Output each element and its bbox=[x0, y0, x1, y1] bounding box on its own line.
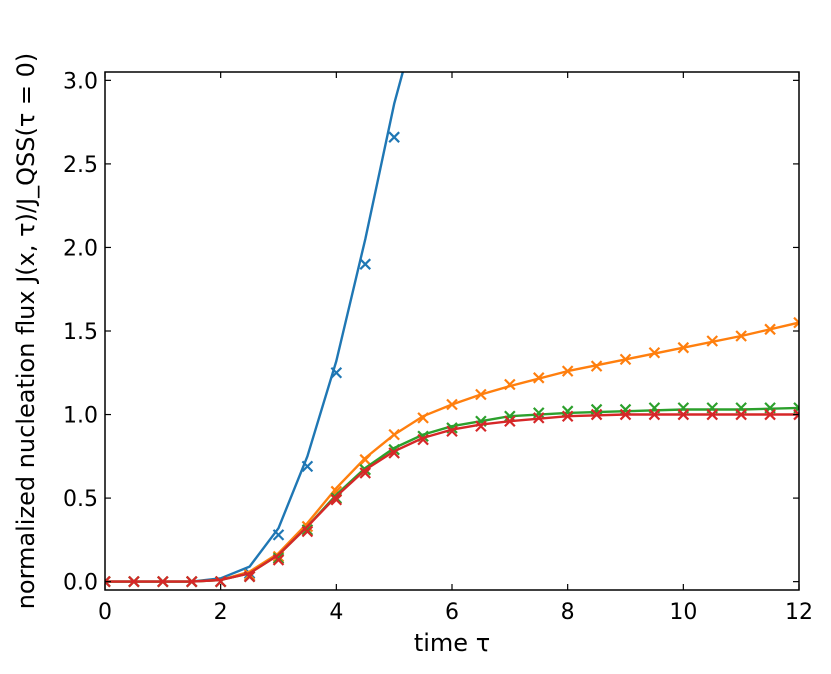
x-tick-label: 10 bbox=[669, 600, 697, 625]
data-point-marker bbox=[561, 405, 574, 417]
data-point-marker bbox=[272, 552, 285, 565]
data-point-marker bbox=[417, 412, 429, 424]
ticks-layer: 0 2 4 6 8 10 12 0.0 0.5 1.0 1.5 2.0 2.5 3.0 bbox=[63, 69, 813, 625]
data-point-marker bbox=[105, 575, 111, 588]
x-tick-label: 8 bbox=[561, 600, 575, 625]
y-tick-label: 2.0 bbox=[63, 236, 98, 261]
data-point-marker bbox=[301, 460, 314, 473]
y-tick-label: 3.0 bbox=[63, 69, 98, 94]
y-tick-label: 1.0 bbox=[63, 404, 98, 429]
x-tick-label: 2 bbox=[214, 600, 228, 625]
data-point-marker bbox=[504, 378, 516, 391]
x-tick-label: 4 bbox=[329, 600, 343, 625]
data-point-marker bbox=[619, 353, 632, 366]
data-point-marker bbox=[128, 575, 140, 588]
data-point-marker bbox=[619, 408, 632, 421]
data-point-marker bbox=[764, 323, 776, 336]
series-group bbox=[105, 72, 404, 588]
data-point-marker bbox=[590, 408, 603, 421]
data-point-marker bbox=[677, 408, 690, 421]
y-tick-label: 0.0 bbox=[63, 571, 98, 596]
data-point-marker bbox=[706, 335, 719, 347]
data-point-marker bbox=[301, 524, 314, 536]
x-tick-label: 6 bbox=[445, 600, 459, 625]
series-layer bbox=[105, 72, 799, 588]
data-point-marker bbox=[301, 525, 314, 538]
data-point-marker bbox=[446, 425, 458, 438]
data-point-marker bbox=[388, 447, 400, 459]
x-axis-label: time τ bbox=[414, 629, 490, 657]
data-point-marker bbox=[504, 415, 516, 428]
data-point-marker bbox=[475, 420, 487, 433]
data-point-marker bbox=[388, 131, 400, 143]
data-point-marker bbox=[243, 570, 256, 583]
data-point-marker bbox=[532, 407, 545, 419]
data-point-marker bbox=[272, 554, 285, 566]
data-point-marker bbox=[272, 529, 285, 541]
data-point-marker bbox=[504, 410, 516, 422]
data-point-marker bbox=[330, 493, 343, 506]
data-point-marker bbox=[764, 408, 776, 421]
data-point-marker bbox=[735, 408, 747, 421]
y-tick-label: 0.5 bbox=[63, 487, 98, 512]
series-line bbox=[105, 406, 799, 583]
data-point-marker bbox=[157, 575, 169, 588]
series-group bbox=[105, 316, 799, 588]
data-point-marker bbox=[388, 428, 400, 441]
data-point-marker bbox=[359, 453, 372, 466]
data-point-marker bbox=[214, 575, 227, 588]
series-line bbox=[105, 321, 799, 583]
y-tick-label: 2.5 bbox=[63, 153, 98, 178]
series-line bbox=[105, 413, 799, 583]
x-tick-label: 0 bbox=[98, 600, 112, 625]
series-group bbox=[105, 408, 799, 588]
data-point-marker bbox=[793, 408, 799, 421]
data-point-marker bbox=[793, 316, 799, 329]
data-point-marker bbox=[446, 398, 458, 411]
y-axis-label: normalized nucleation flux J(x, τ)/J_QSS… bbox=[12, 53, 40, 610]
data-point-marker bbox=[590, 403, 603, 416]
data-point-marker bbox=[417, 433, 429, 446]
series-line bbox=[105, 72, 404, 583]
data-point-marker bbox=[532, 412, 545, 424]
data-point-marker bbox=[359, 467, 372, 479]
data-point-marker bbox=[619, 403, 632, 416]
data-point-marker bbox=[359, 258, 372, 270]
data-point-marker bbox=[475, 388, 487, 401]
data-point-marker bbox=[735, 330, 747, 342]
plot-frame bbox=[104, 71, 800, 591]
data-point-marker bbox=[706, 408, 719, 421]
data-point-marker bbox=[185, 575, 198, 588]
data-point-marker bbox=[590, 360, 603, 372]
y-tick-label: 1.5 bbox=[63, 320, 98, 345]
x-tick-label: 12 bbox=[785, 600, 813, 625]
data-point-marker bbox=[561, 410, 574, 422]
data-point-marker bbox=[648, 408, 661, 421]
data-point-marker bbox=[330, 366, 343, 379]
data-point-marker bbox=[648, 346, 661, 359]
data-point-marker bbox=[532, 372, 545, 384]
data-point-marker bbox=[677, 341, 690, 354]
data-point-marker bbox=[561, 365, 574, 377]
